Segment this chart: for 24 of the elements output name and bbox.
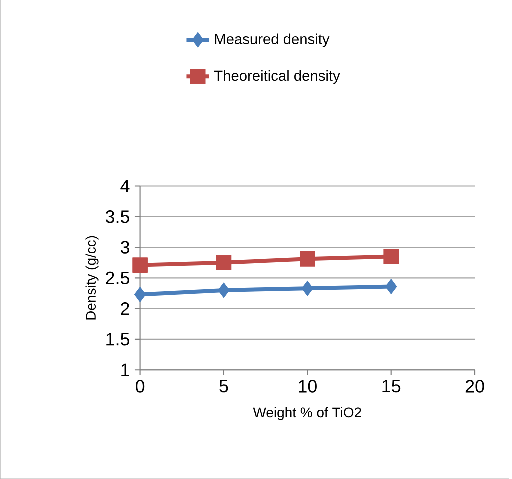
point	[384, 248, 400, 264]
point	[302, 280, 314, 296]
y-tick-label: 1	[122, 364, 130, 376]
x-tick-label: 10	[299, 380, 317, 393]
point	[386, 278, 398, 294]
legend-label: Measured density	[215, 34, 330, 48]
point	[218, 282, 230, 298]
y-axis-title: Density (g/cc)	[86, 236, 99, 320]
y-tick-label: 4	[120, 180, 130, 192]
x-tick-label: 0	[136, 380, 145, 393]
point	[216, 254, 232, 270]
legend-label: Theoreitical density	[214, 70, 340, 84]
y-tick-label: 2.5	[106, 272, 130, 284]
x-tick-label: 5	[220, 380, 228, 392]
point	[300, 251, 316, 267]
x-tick-label: 20	[466, 380, 484, 393]
point	[132, 257, 148, 273]
point	[134, 286, 146, 302]
y-tick-label: 3.5	[106, 210, 130, 224]
x-axis-title: Weight % of TiO2	[253, 407, 362, 420]
x-tick-label: 15	[382, 380, 401, 392]
y-tick-label: 3	[120, 240, 130, 254]
y-tick-label: 2	[121, 302, 130, 315]
y-tick-label: 1.5	[106, 332, 130, 346]
